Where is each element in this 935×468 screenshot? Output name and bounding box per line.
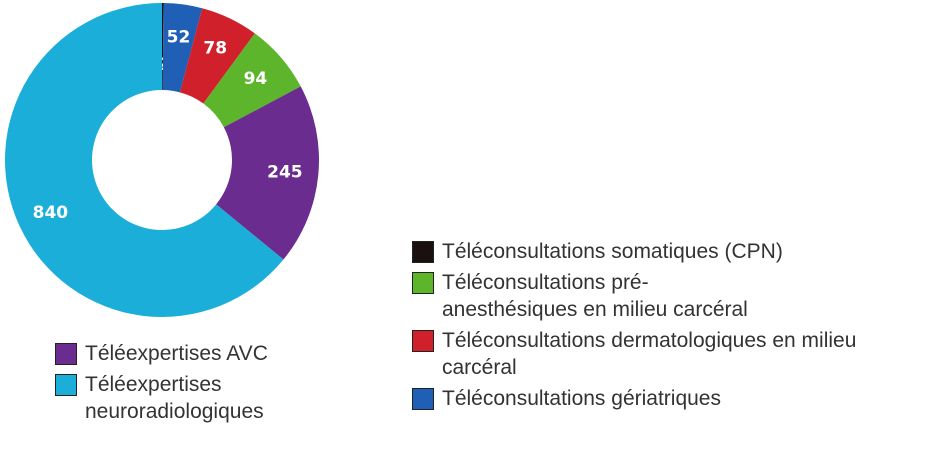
legend-label: Téléexpertises neuroradiologiques bbox=[85, 373, 264, 423]
legend-label: Téléexpertises AVC bbox=[85, 342, 268, 365]
slice bbox=[4, 3, 284, 317]
legend-swatch bbox=[412, 241, 434, 263]
slice-label: 840 bbox=[33, 203, 69, 223]
legend-swatch bbox=[412, 272, 434, 294]
slice-label: 78 bbox=[203, 39, 227, 59]
legend-label: Téléconsultations somatiques (CPN) bbox=[442, 240, 783, 263]
legend-label: Téléconsultations pré-anesthésiques en m… bbox=[442, 271, 748, 321]
slice-label: 94 bbox=[244, 69, 268, 89]
legend-swatch bbox=[412, 330, 434, 352]
legend-entry: Téléconsultations pré-anesthésiques en m… bbox=[412, 269, 932, 323]
slice bbox=[162, 3, 203, 93]
slice bbox=[203, 33, 301, 128]
legend-entry: Téléconsultations gériatriques bbox=[412, 385, 932, 412]
legend-entry: Téléconsultations dermatologiques en mil… bbox=[412, 327, 932, 381]
legend-entry: Téléexpertises AVC bbox=[55, 340, 355, 367]
legend-entry: Téléexpertises neuroradiologiques bbox=[55, 371, 355, 425]
slice bbox=[162, 3, 164, 91]
legend-swatch bbox=[412, 388, 434, 410]
legend: Téléexpertises AVC Téléexpertises neurora… bbox=[55, 340, 355, 429]
slice bbox=[216, 86, 319, 260]
legend-entry: Téléconsultations somatiques (CPN) bbox=[412, 238, 932, 265]
legend-swatch bbox=[55, 343, 77, 365]
legend-label: Téléconsultations dermatologiques en mil… bbox=[442, 329, 857, 379]
slice bbox=[179, 8, 255, 104]
slice-label: 52 bbox=[167, 28, 191, 48]
slice-label: 2 bbox=[157, 55, 169, 75]
legend: Téléconsultations somatiques (CPN) Téléco… bbox=[412, 238, 932, 416]
legend-label: Téléconsultations gériatriques bbox=[442, 387, 721, 410]
slice-label: 245 bbox=[267, 162, 303, 182]
legend-swatch bbox=[55, 374, 77, 396]
